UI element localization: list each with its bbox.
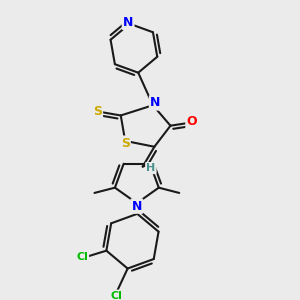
Text: Cl: Cl — [111, 291, 123, 300]
Text: N: N — [123, 16, 133, 29]
Text: S: S — [121, 137, 130, 150]
Text: N: N — [132, 200, 142, 213]
Text: N: N — [150, 96, 160, 110]
Text: S: S — [93, 105, 102, 118]
Text: Cl: Cl — [76, 251, 88, 262]
Text: O: O — [187, 116, 197, 128]
Text: H: H — [146, 163, 155, 173]
